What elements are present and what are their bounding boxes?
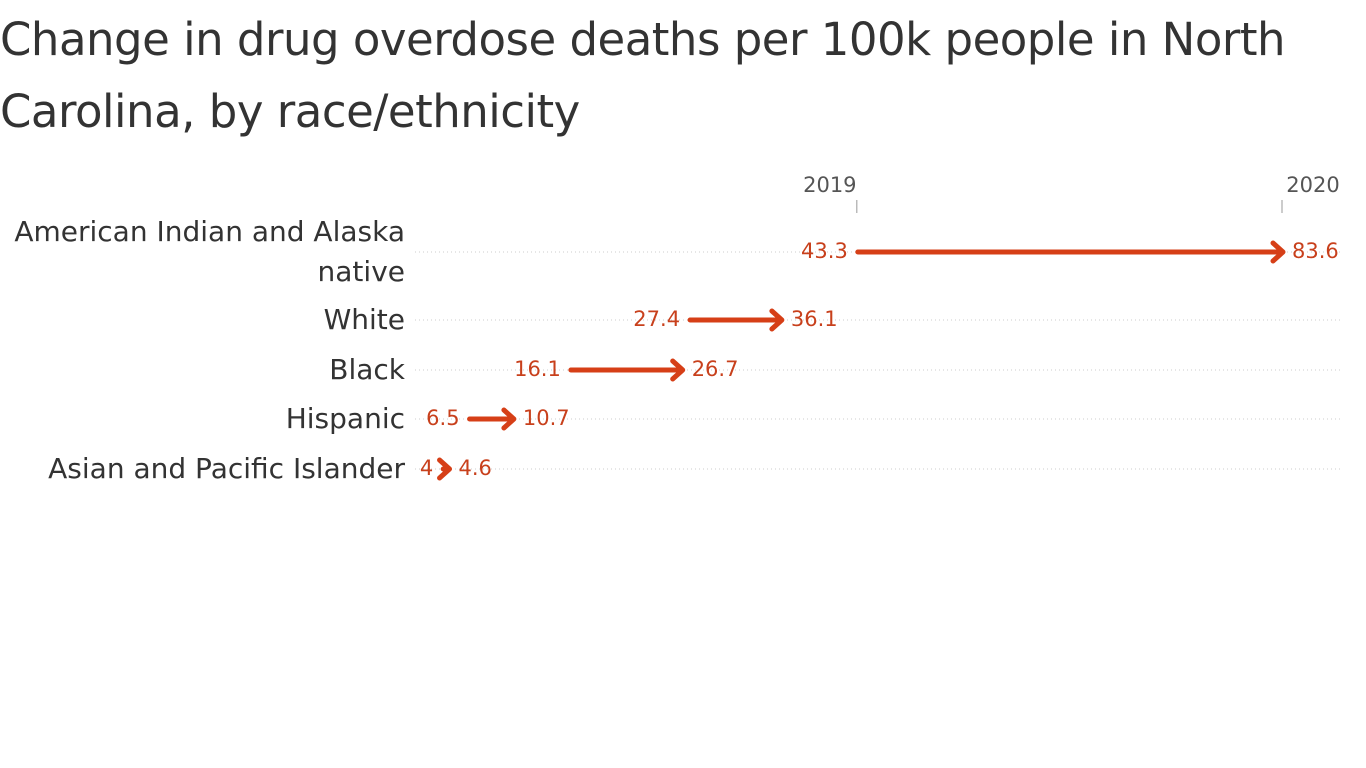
value-label: 36.1: [791, 307, 838, 331]
chart-title: Change in drug overdose deaths per 100k …: [0, 13, 1286, 138]
arrow: [467, 407, 517, 431]
arrow-shaft: [467, 407, 517, 431]
arrow-shaft: [855, 240, 1286, 264]
value-label: 10.7: [523, 406, 570, 430]
category-label: American Indian and Alaska native: [14, 215, 405, 288]
arrow-shaft: [437, 457, 453, 481]
value-label: 16.1: [514, 357, 561, 381]
value-label: 6.5: [426, 406, 459, 430]
arrow: [437, 457, 453, 481]
value-label: 26.7: [692, 357, 739, 381]
value-label: 83.6: [1292, 239, 1339, 263]
legend-label: 2019: [803, 173, 856, 197]
category-label: Hispanic: [285, 402, 405, 435]
arrow: [687, 308, 785, 332]
value-label: 4: [420, 456, 433, 480]
value-label: 4.6: [459, 456, 492, 480]
legend-label: 2020: [1286, 173, 1339, 197]
value-label: 43.3: [801, 239, 848, 263]
arrow: [568, 358, 686, 382]
category-label: Asian and Pacific Islander: [48, 452, 405, 485]
value-label: 27.4: [633, 307, 680, 331]
arrow-shaft: [568, 358, 686, 382]
category-label: Black: [329, 353, 405, 386]
arrow: [855, 240, 1286, 264]
category-label: White: [323, 303, 405, 336]
arrow-shaft: [687, 308, 785, 332]
